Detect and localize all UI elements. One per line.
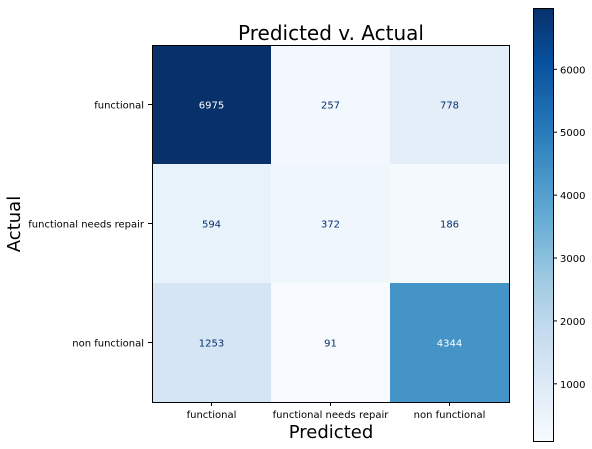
colorbar-tick-label: 6000 [560, 65, 585, 76]
y-axis-label: Actual [4, 196, 25, 252]
y-tick-label: functional needs repair [28, 220, 145, 231]
colorbar-gradient [533, 8, 553, 441]
cell-value-label: 1253 [199, 339, 224, 350]
colorbar-tick-label: 5000 [560, 128, 585, 139]
heatmap-cells: 6975 257 778 594 372 186 1253 91 4344 [152, 45, 510, 403]
x-tick-label: non functional [414, 410, 486, 421]
heatmap-cell [152, 45, 272, 165]
colorbar-tick-label: 3000 [560, 254, 585, 265]
colorbar-tick-label: 4000 [560, 191, 585, 202]
chart-title: Predicted v. Actual [238, 21, 424, 45]
colorbar-tick-label: 2000 [560, 317, 585, 328]
cell-value-label: 257 [321, 101, 340, 112]
y-tick-label: functional [94, 101, 144, 112]
cell-value-label: 4344 [437, 339, 462, 350]
heatmap-cell [390, 164, 510, 284]
x-axis-ticks: functional functional needs repair non fun… [187, 402, 486, 421]
x-axis-label: Predicted [289, 422, 374, 443]
cell-value-label: 91 [324, 339, 337, 350]
heatmap-cell [152, 164, 272, 284]
cell-value-label: 6975 [199, 101, 224, 112]
heatmap-cell [271, 164, 391, 284]
x-tick-label: functional [187, 410, 237, 421]
heatmap-cell [271, 283, 391, 403]
colorbar: 1000 2000 3000 4000 5000 6000 [533, 8, 585, 442]
x-tick-label: functional needs repair [273, 410, 390, 421]
colorbar-frame [533, 8, 554, 442]
y-tick-label: non functional [72, 339, 144, 350]
heatmap-cell [390, 45, 510, 165]
colorbar-tick-label: 1000 [560, 380, 585, 391]
heatmap-cell [271, 45, 391, 165]
heatmap-cell [152, 283, 272, 403]
cell-value-label: 372 [321, 220, 340, 231]
heatmap-cell [390, 283, 510, 403]
cell-value-label: 186 [440, 220, 459, 231]
y-axis-ticks: functional functional needs repair non fun… [28, 101, 152, 350]
cell-value-label: 778 [440, 101, 459, 112]
colorbar-ticks: 1000 2000 3000 4000 5000 6000 [553, 65, 585, 391]
cell-value-label: 594 [202, 220, 221, 231]
